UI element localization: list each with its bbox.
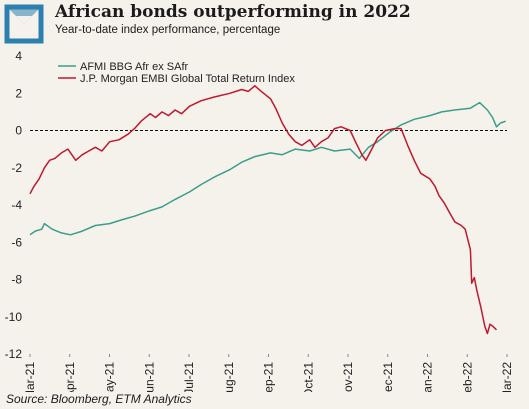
legend-label-afmi: AFMI BBG Afr ex SAfr <box>80 61 189 73</box>
x-tick-label: Sep-21 <box>262 362 276 392</box>
legend-label-jpm-embi: J.P. Morgan EMBI Global Total Return Ind… <box>80 73 295 85</box>
brand-logo <box>4 4 44 44</box>
x-tick-label: Aug-21 <box>222 362 236 392</box>
x-tick-label: Jan-22 <box>421 362 435 392</box>
x-tick-label: Mar-21 <box>23 362 37 392</box>
y-tick-label: -4 <box>11 198 22 212</box>
chart-subtitle: Year-to-date index performance, percenta… <box>55 24 281 36</box>
y-tick-label: -10 <box>5 310 23 324</box>
x-tick-label: Dec-21 <box>381 362 395 392</box>
y-tick-label: 4 <box>15 49 22 63</box>
series-line-jpm-embi <box>29 85 498 335</box>
x-tick-label: Feb-22 <box>460 362 474 392</box>
y-tick-label: -12 <box>5 347 23 361</box>
chart-title: African bonds outperforming in 2022 <box>55 2 411 22</box>
series-line-afmi <box>29 101 506 236</box>
y-tick-label: -6 <box>11 235 22 249</box>
y-tick-label: 2 <box>15 86 22 100</box>
x-tick-label: Oct-21 <box>301 362 315 392</box>
x-tick-label: Mar-22 <box>500 362 514 392</box>
y-tick-label: 0 <box>15 124 22 138</box>
x-tick-label: Nov-21 <box>341 362 355 392</box>
y-tick-label: -8 <box>11 273 22 287</box>
source-note: Source: Bloomberg, ETM Analytics <box>6 392 192 406</box>
x-tick-label: May-21 <box>103 362 117 392</box>
x-tick-label: Jun-21 <box>142 362 156 392</box>
x-tick-label: Apr-21 <box>63 362 77 392</box>
y-tick-label: -2 <box>11 161 22 175</box>
x-tick-label: Jul-21 <box>182 362 196 392</box>
